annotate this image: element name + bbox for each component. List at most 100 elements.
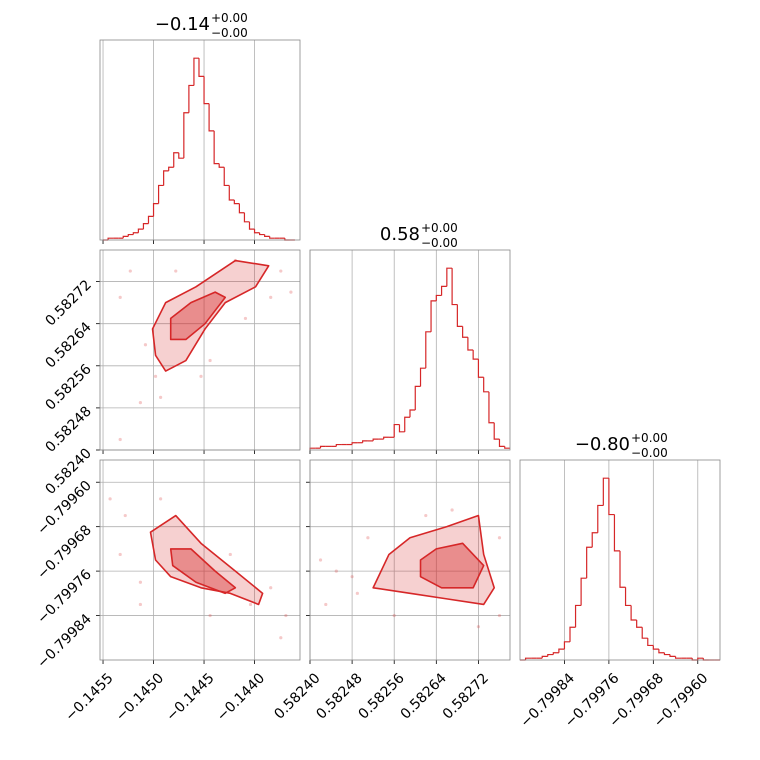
sample-point	[476, 625, 481, 629]
sample-point	[318, 558, 323, 562]
hist-step	[608, 478, 615, 516]
title: 0.58	[380, 224, 420, 245]
hist-step	[152, 203, 159, 217]
hist-step	[193, 57, 199, 86]
sample-point	[350, 575, 354, 579]
hist-step	[188, 84, 194, 113]
hist-step	[404, 416, 410, 432]
hist-step	[319, 445, 326, 449]
sample-point	[279, 636, 283, 640]
hist-step	[198, 58, 205, 77]
title-upper: +0.00	[211, 11, 248, 25]
hist-step	[425, 331, 432, 369]
hist-step	[674, 656, 682, 659]
hist-step	[264, 234, 270, 237]
hist-step	[498, 439, 505, 447]
sample-point	[243, 316, 248, 321]
hist-step	[456, 304, 463, 327]
hist-step	[472, 350, 479, 360]
hist-step	[419, 367, 426, 387]
hist-step	[430, 300, 437, 332]
hist-step	[163, 170, 169, 186]
hist-step	[697, 657, 704, 660]
hist-step	[541, 655, 548, 659]
hist-step	[414, 385, 421, 410]
axes-frame	[99, 459, 301, 661]
contour	[169, 291, 227, 341]
x-tick-label: 0.58272	[440, 670, 492, 722]
hist-step	[183, 112, 189, 159]
hist-step	[233, 200, 240, 205]
axes-frame	[99, 39, 301, 241]
title: −0.14	[155, 14, 210, 35]
hist-step	[168, 166, 174, 171]
hist-step	[451, 268, 458, 306]
hist-step	[524, 657, 532, 660]
sample-point	[450, 508, 454, 512]
sample-point	[159, 497, 163, 501]
axes-frame	[309, 249, 511, 451]
hist-step	[636, 620, 643, 628]
sample-point	[392, 613, 396, 618]
sample-point	[138, 602, 143, 607]
sample-point	[497, 613, 502, 618]
hist-step	[228, 185, 235, 201]
hist-step	[409, 409, 416, 418]
sample-point	[138, 401, 143, 405]
sample-point	[269, 586, 273, 590]
sample-point	[199, 374, 203, 378]
x-tick-label: −0.1445	[163, 670, 217, 724]
hist-step	[624, 587, 632, 607]
panel: −0.1455−0.1450−0.1445−0.1440−0.79984−0.7…	[34, 459, 301, 725]
hist-step	[602, 477, 609, 506]
hist-step	[218, 163, 225, 168]
sample-point	[284, 613, 288, 618]
sample-point	[123, 513, 127, 518]
title-upper: +0.00	[421, 221, 458, 235]
hist-step	[558, 648, 565, 653]
contour	[169, 548, 237, 595]
hist-step	[178, 152, 184, 159]
axes-frame	[519, 459, 721, 661]
hist-step	[462, 326, 468, 338]
sample-point	[334, 569, 338, 573]
hist-step	[669, 654, 676, 657]
hist-step	[372, 438, 379, 441]
hist-step	[137, 228, 144, 233]
sample-point	[269, 295, 273, 299]
hist-step	[398, 424, 405, 433]
hist-step	[248, 221, 255, 230]
panel: 0.58 +0.00−0.00	[309, 221, 511, 454]
title-upper: +0.00	[631, 431, 668, 445]
hist-step	[488, 391, 495, 424]
hist-step	[269, 236, 275, 239]
hist-step	[647, 638, 654, 647]
hist-step	[591, 532, 598, 548]
sample-point	[366, 536, 370, 540]
title-lower: −0.00	[211, 26, 248, 40]
hist-step	[663, 652, 670, 656]
hist-step	[132, 232, 139, 235]
hist-step	[107, 237, 114, 240]
hist-step	[586, 546, 593, 579]
title: −0.80	[575, 434, 630, 455]
sample-point	[138, 580, 143, 584]
hist-step	[208, 103, 215, 132]
hist-step	[157, 184, 164, 204]
sample-point	[208, 613, 212, 618]
hist-step	[504, 446, 510, 449]
hist-step	[467, 337, 474, 351]
hist-step	[335, 443, 342, 447]
contour	[419, 542, 485, 589]
x-tick-label: −0.1450	[113, 670, 167, 724]
hist-step	[258, 232, 265, 236]
hist-step	[440, 285, 447, 296]
title-lower: −0.00	[631, 446, 668, 460]
panel: −0.79984−0.79976−0.79968−0.79960−0.80 +0.…	[518, 431, 721, 731]
hist-step	[619, 550, 626, 588]
sample-point	[324, 602, 328, 607]
contour	[149, 514, 264, 606]
